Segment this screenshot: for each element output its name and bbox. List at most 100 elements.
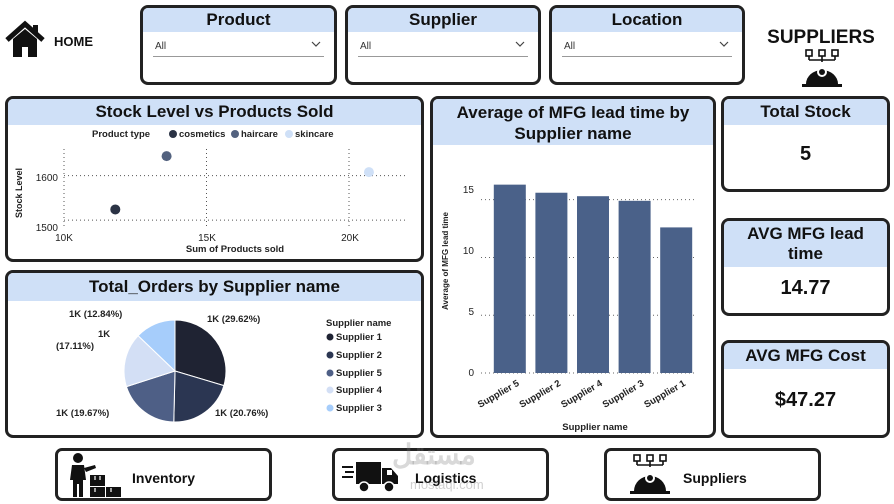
bar-card: Average of MFG lead time by Supplier nam… [430, 96, 716, 438]
chevron-down-icon [719, 41, 729, 47]
legend-marker-supplier-2 [326, 351, 334, 359]
pie-slice-supplier-2[interactable] [173, 370, 225, 423]
bar-title: Average of MFG lead time by Supplier nam… [433, 99, 713, 145]
scatter-point-cosmetics[interactable] [110, 204, 121, 215]
legend-marker-supplier-4 [326, 386, 334, 394]
kpi-label: AVG MFG Cost [724, 343, 887, 369]
chevron-down-icon [515, 41, 525, 47]
scatter-ytick: 1600 [36, 173, 59, 184]
location-dropdown-value: All [564, 41, 576, 52]
chevron-down-icon [311, 41, 321, 47]
kpi-label: Total Stock [724, 99, 887, 125]
scatter-point-haircare[interactable] [161, 151, 172, 162]
legend-label-supplier-1: Supplier 1 [336, 332, 383, 343]
bar-ytick: 10 [463, 246, 475, 257]
bar-ytick: 0 [468, 368, 474, 379]
pie-data-label: 1K (29.62%) [207, 314, 260, 325]
scatter-xtick: 15K [198, 233, 216, 244]
home-link[interactable]: HOME [4, 20, 104, 62]
nav-inventory-button[interactable]: Inventory [55, 448, 272, 501]
bar-supplier-4[interactable] [577, 196, 609, 373]
bar-xlabel: Supplier name [562, 422, 627, 433]
legend-label-supplier-5: Supplier 5 [336, 368, 383, 379]
supplier-dropdown[interactable]: All [358, 38, 528, 57]
nav-suppliers-label: Suppliers [683, 470, 747, 486]
scatter-ylabel: Stock Level [14, 168, 24, 218]
bar-xtick: Supplier 2 [518, 378, 563, 410]
bar-xtick: Supplier 4 [559, 378, 605, 411]
kpi-value: 14.77 [780, 277, 831, 299]
supplier-network-icon [802, 49, 842, 87]
nav-inventory-label: Inventory [132, 470, 196, 486]
pie-card: Total_Orders by Supplier name 1K (29.62%… [5, 270, 424, 438]
page-title: SUPPLIERS [767, 27, 875, 48]
pie-chart: 1K (29.62%) 1K (20.76%) 1K (19.67%) 1K (… [56, 309, 391, 423]
scatter-card: Stock Level vs Products Sold Product typ… [5, 96, 424, 262]
bar-ytick: 5 [468, 307, 474, 318]
product-filter[interactable]: Product All [140, 5, 337, 85]
bar-xtick: Supplier 3 [601, 378, 646, 410]
pie-data-label: 1K (19.67%) [56, 408, 109, 419]
kpi-value: 5 [799, 143, 812, 165]
location-filter-label: Location [552, 8, 742, 32]
legend-marker-skincare [285, 130, 293, 138]
home-label: HOME [54, 34, 93, 49]
pie-data-label: (17.11%) [56, 341, 94, 352]
pie-slice-supplier-1[interactable] [174, 319, 227, 387]
supplier-dropdown-value: All [360, 41, 372, 52]
legend-label-haircare: haircare [241, 129, 278, 140]
kpi-avg-mfg-lead-time: AVG MFG lead time 14.77 [721, 218, 890, 316]
pie-data-label: 1K (12.84%) [69, 309, 122, 320]
bar-supplier-2[interactable] [535, 192, 568, 373]
scatter-title: Stock Level vs Products Sold [8, 99, 421, 125]
pie-slice-supplier-4[interactable] [123, 335, 176, 388]
supplier-filter-label: Supplier [348, 8, 538, 32]
legend-label-supplier-4: Supplier 4 [336, 385, 383, 396]
kpi-label: AVG MFG lead time [724, 221, 887, 267]
pie-data-label: 1K (20.76%) [215, 408, 268, 419]
scatter-point-skincare[interactable] [363, 167, 374, 178]
bar-supplier-5[interactable] [493, 184, 526, 373]
inventory-icon [70, 453, 121, 497]
watermark-latin: mostaql.com [410, 477, 484, 492]
bar-ytick: 15 [463, 185, 475, 196]
product-dropdown[interactable]: All [153, 38, 324, 57]
watermark-arabic: مستقل [392, 439, 476, 470]
scatter-xtick: 10K [55, 233, 73, 244]
pie-slice-supplier-3[interactable] [137, 319, 176, 373]
kpi-total-stock: Total Stock 5 [721, 96, 890, 192]
scatter-xtick: 20K [341, 233, 359, 244]
supplier-network-icon [630, 454, 670, 494]
legend-label-cosmetics: cosmetics [179, 129, 225, 140]
bar-ylabel: Average of MFG lead time [441, 211, 450, 310]
bar-supplier-3[interactable] [618, 200, 651, 373]
truck-icon [342, 462, 398, 493]
pie-legend-title: Supplier name [326, 318, 391, 329]
nav-logistics-button[interactable]: Logistics [332, 448, 549, 501]
legend-marker-haircare [231, 130, 239, 138]
scatter-chart: Product type cosmetics haircare skincare… [14, 129, 406, 255]
legend-marker-supplier-3 [326, 404, 334, 412]
legend-label-supplier-2: Supplier 2 [336, 350, 382, 361]
kpi-avg-mfg-cost: AVG MFG Cost $47.27 [721, 340, 890, 438]
nav-logistics-label: Logistics [415, 470, 477, 486]
home-icon [5, 20, 45, 57]
nav-suppliers-button[interactable]: Suppliers [604, 448, 821, 501]
pie-title: Total_Orders by Supplier name [8, 273, 421, 301]
location-filter[interactable]: Location All [549, 5, 745, 85]
legend-label-supplier-3: Supplier 3 [336, 403, 382, 414]
supplier-filter[interactable]: Supplier All [345, 5, 541, 85]
scatter-xlabel: Sum of Products sold [186, 244, 284, 255]
pie-data-label: 1K [98, 329, 110, 340]
scatter-ytick: 1500 [36, 223, 59, 234]
scatter-legend-title: Product type [92, 129, 150, 140]
bar-supplier-1[interactable] [660, 227, 693, 373]
location-dropdown[interactable]: All [562, 38, 732, 57]
kpi-value: $47.27 [774, 389, 837, 411]
product-dropdown-value: All [155, 41, 167, 52]
legend-marker-supplier-5 [326, 369, 334, 377]
product-filter-label: Product [143, 8, 334, 32]
bar-xtick: Supplier 1 [642, 378, 688, 411]
pie-slice-supplier-5[interactable] [125, 370, 176, 423]
